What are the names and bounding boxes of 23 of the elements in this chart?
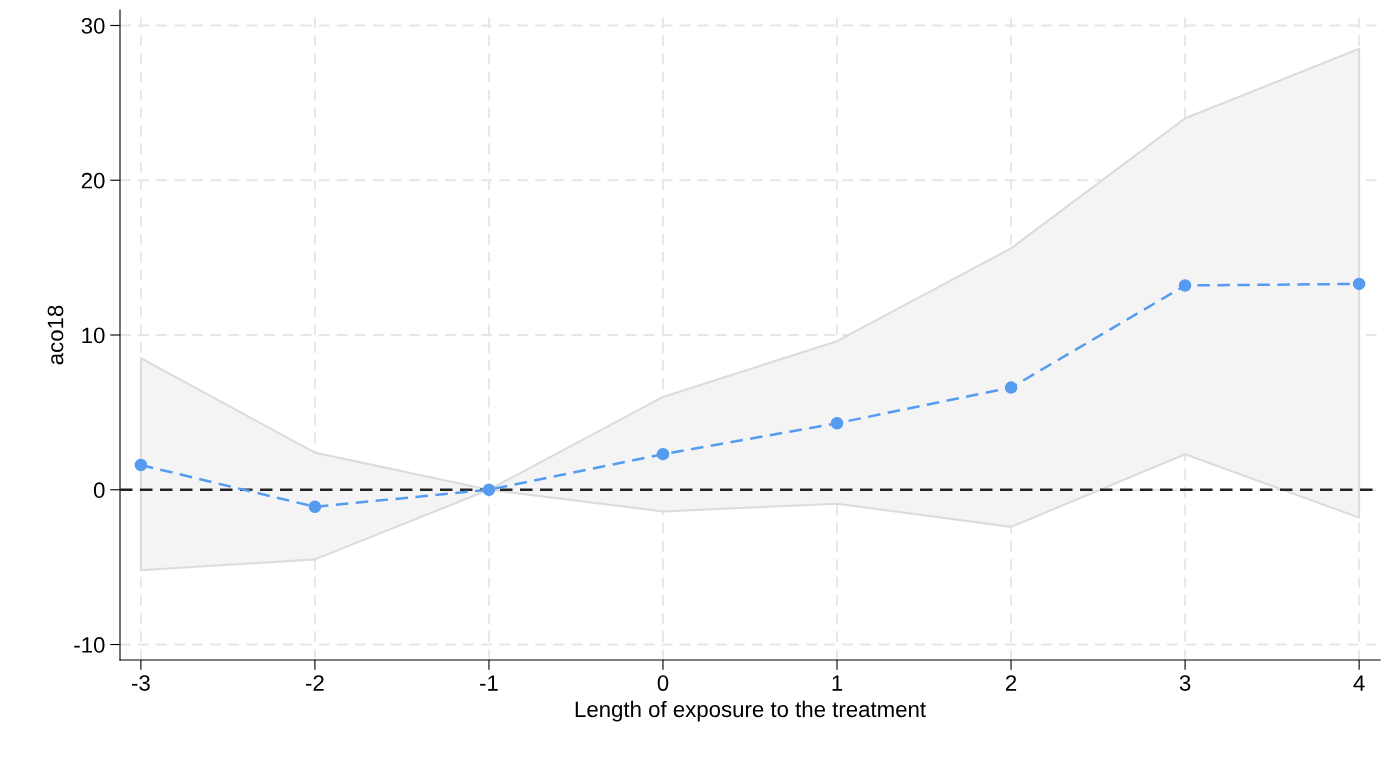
point [1352, 277, 1366, 291]
x-axis-title: Length of exposure to the treatment [575, 700, 926, 722]
point [482, 483, 496, 497]
y-tick-label: 0 [93, 482, 105, 499]
y-axis-title: aco18 [47, 305, 64, 365]
point [308, 500, 322, 514]
point [1178, 279, 1192, 292]
y-tick-label: 10 [82, 327, 105, 344]
y-tick-label: 30 [81, 18, 105, 34]
x-tick-label: -3 [131, 675, 150, 691]
point [830, 416, 844, 430]
point [134, 458, 148, 472]
point [1004, 381, 1018, 394]
x-tick-label: 2 [1005, 675, 1017, 691]
x-tick-label: 1 [832, 675, 843, 691]
point [656, 447, 670, 461]
x-tick-label: -1 [480, 675, 498, 691]
y-tick-label: -10 [74, 637, 105, 653]
y-tick-label: 20 [81, 172, 105, 189]
x-tick-label: 4 [1353, 675, 1365, 691]
x-tick-label: 0 [657, 675, 669, 691]
x-tick-label: -2 [306, 675, 324, 691]
x-tick-label: 3 [1179, 675, 1191, 691]
